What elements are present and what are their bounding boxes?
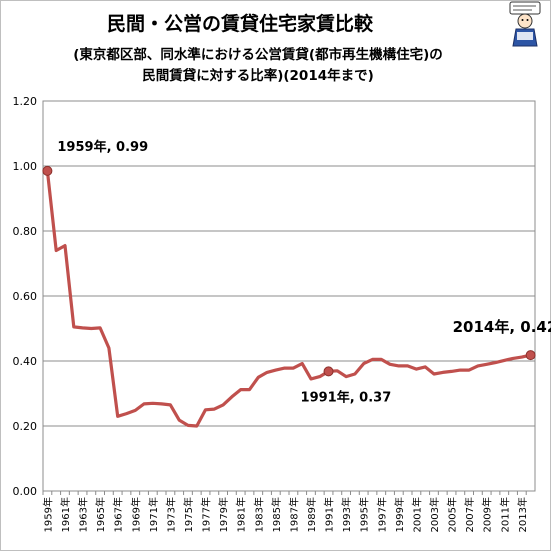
y-tick-label: 0.00 [13, 485, 38, 498]
annotation-marker [525, 350, 536, 361]
x-tick-label: 1999年 [393, 497, 406, 532]
x-tick-label: 1979年 [217, 497, 230, 532]
x-tick-label: 1959年 [41, 497, 54, 532]
series-line [45, 169, 533, 428]
x-tick-label: 2003年 [428, 497, 441, 532]
x-tick-label: 2001年 [410, 497, 423, 532]
x-tick-label: 1975年 [182, 497, 195, 532]
annotation-label: 1959年, 0.99 [57, 139, 148, 155]
x-tick-label: 2005年 [446, 497, 459, 532]
x-tick-label: 1981年 [235, 497, 248, 532]
y-tick-label: 0.40 [13, 355, 38, 368]
x-tick-label: 1971年 [147, 497, 160, 532]
news-mascot-icon [509, 1, 541, 47]
x-tick-label: 2007年 [463, 497, 476, 532]
annotation-marker [42, 165, 53, 176]
x-tick-label: 1961年 [59, 497, 72, 532]
x-tick-label: 1987年 [287, 497, 300, 532]
x-tick-label: 1969年 [129, 497, 142, 532]
x-tick-label: 1989年 [305, 497, 318, 532]
series-line-group [45, 169, 533, 428]
x-tick-label: 2013年 [516, 497, 529, 532]
x-tick-label: 1991年 [323, 497, 336, 532]
annotations: 1959年, 0.99 1991年, 0.37 2014年, 0.42 [42, 139, 551, 405]
x-tick-label: 1963年 [77, 497, 90, 532]
x-tick-label: 1997年 [375, 497, 388, 532]
grid-lines [43, 100, 535, 492]
annotation-label: 1991年, 0.37 [301, 389, 392, 405]
x-tick-label: 1993年 [340, 497, 353, 532]
x-tick-label: 1995年 [358, 497, 371, 532]
y-tick-label: 1.20 [13, 95, 38, 108]
x-tick-label: 2011年 [498, 497, 511, 532]
y-axis-tick-labels: 0.00 0.20 0.40 0.60 0.80 1.00 1.20 [13, 95, 38, 498]
y-tick-label: 0.60 [13, 290, 38, 303]
x-tick-label: 1965年 [94, 497, 107, 532]
x-tick-label: 1985年 [270, 497, 283, 532]
x-tick-label: 1977年 [200, 497, 213, 532]
x-axis-tick-labels: 1959年 1961年 1963年 1965年 1967年 1969年 1971年 1973年… [41, 491, 529, 532]
x-tick-label: 1967年 [112, 497, 125, 532]
x-tick-label: 1983年 [252, 497, 265, 532]
annotation-marker [323, 366, 334, 377]
y-tick-label: 0.80 [13, 225, 38, 238]
chart-subtitle-line-2: 民間賃貸に対する比率)(2014年まで) [142, 67, 374, 84]
annotation-label: 2014年, 0.42 [453, 318, 551, 336]
chart-subtitle-line-1: (東京都区部、同水準における公営賃貸(都市再生機構住宅)の [73, 46, 443, 63]
y-tick-label: 1.00 [13, 160, 38, 173]
y-tick-label: 0.20 [13, 420, 38, 433]
chart-title: 民間・公営の賃貸住宅家賃比較 [107, 12, 374, 35]
x-tick-label: 2009年 [481, 497, 494, 532]
x-tick-label: 1973年 [164, 497, 177, 532]
